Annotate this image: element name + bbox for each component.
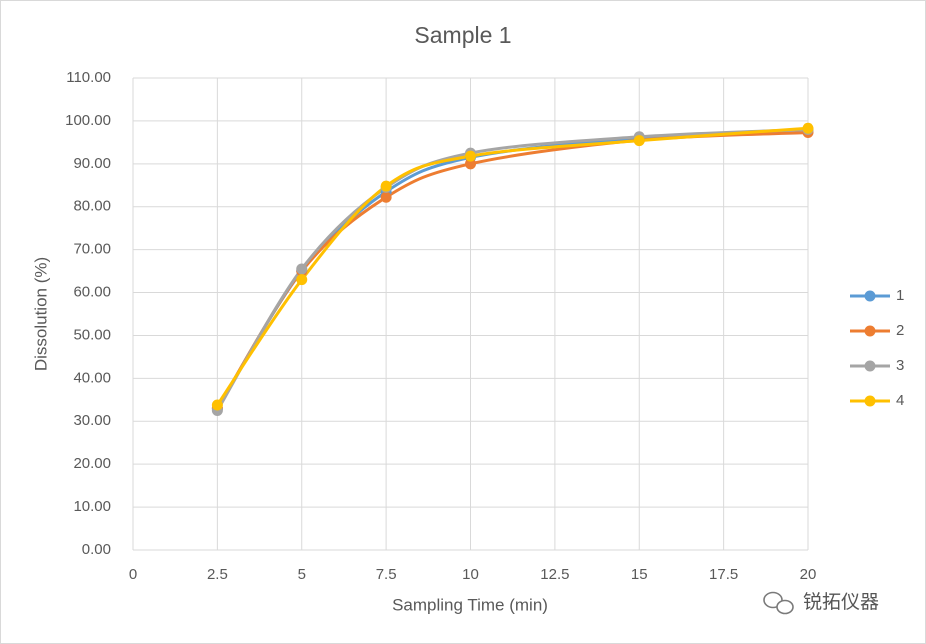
x-tick-label: 20 [800,566,817,583]
y-tick-label: 90.00 [73,155,111,172]
data-point [211,399,223,411]
y-tick-label: 10.00 [73,498,111,515]
y-tick-label: 30.00 [73,412,111,429]
x-tick-label: 0 [129,566,137,583]
data-point [380,180,392,192]
x-axis-label: Sampling Time (min) [392,595,548,614]
legend-label: 3 [896,357,904,374]
x-tick-label: 17.5 [709,566,738,583]
x-tick-label: 12.5 [540,566,569,583]
legend-label: 1 [896,287,904,304]
x-tick-label: 5 [298,566,306,583]
data-point [802,122,814,134]
y-axis-label: Dissolution (%) [31,257,50,371]
data-point [465,158,476,170]
y-tick-label: 110.00 [66,69,111,86]
x-tick-label: 7.5 [376,566,397,583]
data-point [296,274,308,286]
legend-marker [864,360,876,372]
y-tick-label: 80.00 [73,198,111,215]
series-line [216,126,809,406]
data-point [465,150,476,162]
y-tick-label: 20.00 [73,455,111,472]
y-tick-label: 100.00 [65,112,111,129]
wechat-icon [763,591,794,615]
y-tick-label: 0.00 [82,541,111,558]
watermark: 锐拓仪器 [803,591,879,613]
legend-label: 4 [896,392,904,409]
legend-marker [864,325,876,337]
x-tick-label: 2.5 [207,566,228,583]
legend-marker [864,290,876,302]
legend-marker [864,395,876,407]
y-tick-label: 50.00 [73,326,111,343]
data-point [296,263,308,275]
data-point [380,191,392,203]
y-tick-label: 40.00 [73,369,111,386]
y-tick-label: 60.00 [73,284,111,301]
legend-label: 2 [896,322,904,339]
chart-title: Sample 1 [414,22,511,48]
y-tick-label: 70.00 [73,241,111,258]
x-tick-label: 10 [462,566,479,583]
data-point [633,135,645,147]
x-tick-label: 15 [631,566,648,583]
